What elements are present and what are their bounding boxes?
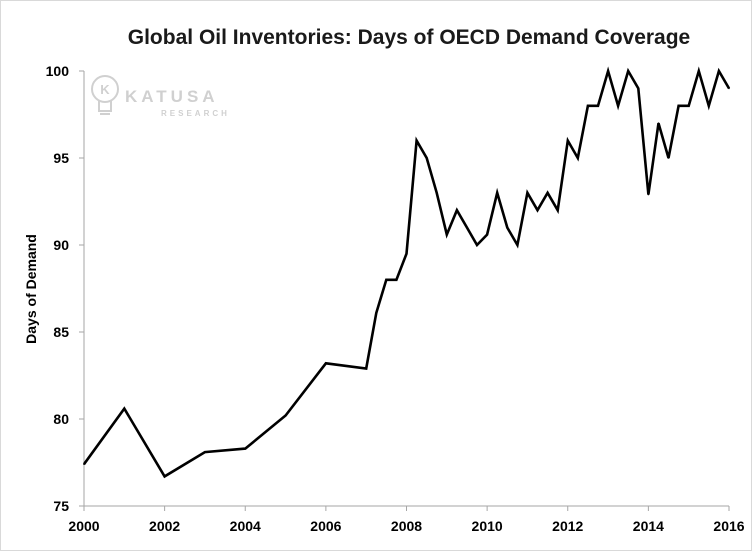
y-tick-label: 75 [53,498,69,514]
y-axis-ticks: 75 80 85 90 95 100 [46,63,84,514]
logo-wordmark: KATUSA [125,87,219,106]
data-point [204,451,206,453]
x-tick-label: 2010 [472,518,503,534]
data-point [83,463,85,466]
data-point [466,226,468,229]
data-point [566,139,569,142]
data-point [446,233,448,236]
data-point [395,279,398,281]
data-point [123,407,126,410]
series-group [82,66,731,479]
y-axis-label: Days of Demand [23,234,39,344]
data-point [435,192,438,194]
data-point [546,192,549,194]
katusa-logo: K KATUSA RESEARCH [91,75,230,118]
svg-text:K: K [100,82,110,97]
data-point [687,105,690,107]
data-point [415,139,418,142]
x-tick-label: 2004 [230,518,261,534]
y-tick-label: 100 [46,63,70,79]
data-point [526,192,529,194]
data-point [617,105,619,107]
data-point [728,87,730,90]
series-line [82,66,731,479]
data-point [284,414,287,417]
x-tick-label: 2006 [310,518,341,534]
data-point [425,157,428,159]
x-tick-label: 2008 [391,518,422,534]
data-point [718,70,720,72]
data-point [325,362,327,365]
data-point [456,209,458,211]
data-point [627,70,630,72]
data-point [677,105,680,107]
data-point [496,192,499,194]
data-point [405,252,408,255]
data-point [587,105,589,107]
data-point [163,475,166,478]
data-point [244,447,247,450]
y-tick-label: 90 [53,237,69,253]
data-point [365,367,367,370]
data-point [486,233,488,236]
data-point [556,209,559,211]
x-tick-label: 2014 [633,518,664,534]
data-point [647,193,650,196]
x-axis-ticks: 2000 2002 2004 2006 2008 2010 2012 2014 2016 [68,506,745,534]
data-point [607,70,609,72]
x-tick-label: 2012 [552,518,583,534]
lightbulb-icon: K [91,75,119,115]
data-point [637,87,640,90]
y-tick-label: 95 [53,150,69,166]
data-point [506,226,509,229]
data-point [597,105,599,107]
data-point [708,105,710,107]
y-tick-label: 85 [53,324,69,340]
x-tick-label: 2000 [68,518,99,534]
data-point [667,157,670,159]
x-tick-label: 2002 [149,518,180,534]
data-point [657,122,660,124]
logo-subtext: RESEARCH [161,109,230,118]
data-point [375,312,378,314]
data-point [577,157,579,159]
data-point [385,279,388,281]
x-tick-label: 2016 [713,518,744,534]
y-tick-label: 80 [53,411,69,427]
data-point [516,244,519,246]
chart-title: Global Oil Inventories: Days of OECD Dem… [128,26,690,49]
data-point [536,209,539,211]
data-point [476,244,478,246]
data-point [697,70,700,72]
